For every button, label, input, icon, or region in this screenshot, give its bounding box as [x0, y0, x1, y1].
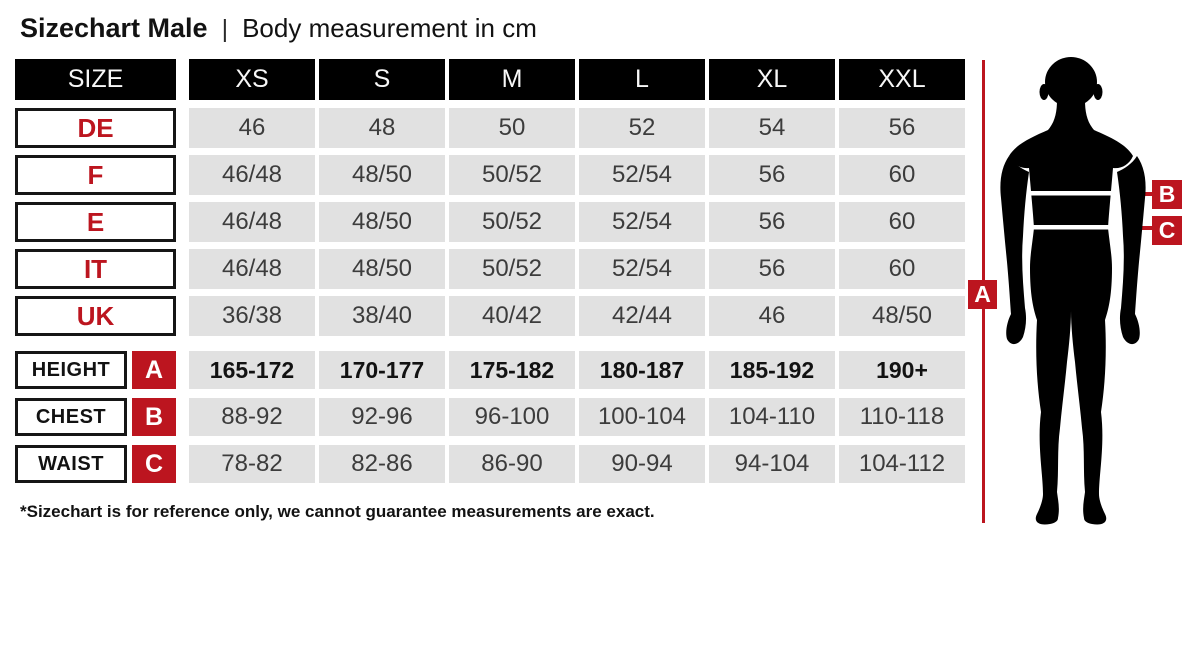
- size-value-cell: 46: [189, 108, 315, 148]
- size-table: SIZE XS S M L XL XXL DE 46 48 50 52 54 56 F 46/48 48/50 5…: [15, 59, 965, 492]
- column-header-xxl: XXL: [839, 59, 965, 100]
- size-value-cell: 50: [449, 108, 575, 148]
- row-label-chest: CHEST: [15, 398, 127, 436]
- measurement-value-cell: 104-110: [709, 398, 835, 436]
- table-row-height: HEIGHT A 165-172 170-177 175-182 180-187 185-1…: [15, 351, 965, 389]
- column-header-l: L: [579, 59, 705, 100]
- figure-marker-b: B: [1152, 180, 1182, 209]
- size-value-cell: 56: [839, 108, 965, 148]
- chest-line: [1029, 191, 1113, 196]
- page-title: Sizechart Male | Body measurement in cm: [20, 13, 537, 44]
- figure-marker-c: C: [1152, 216, 1182, 245]
- male-figure-silhouette-icon: [1000, 57, 1146, 525]
- row-label-e: E: [15, 202, 176, 242]
- size-value-cell: 52/54: [579, 249, 705, 289]
- measure-label-group: WAIST C: [15, 445, 176, 483]
- table-row-chest: CHEST B 88-92 92-96 96-100 100-104 104-110 110-…: [15, 398, 965, 436]
- size-value-cell: 50/52: [449, 249, 575, 289]
- marker-a-badge: A: [132, 351, 176, 389]
- marker-b-badge: B: [132, 398, 176, 436]
- size-value-cell: 42/44: [579, 296, 705, 336]
- row-label-f: F: [15, 155, 176, 195]
- size-value-cell: 38/40: [319, 296, 445, 336]
- measurement-value-cell: 175-182: [449, 351, 575, 389]
- size-value-cell: 56: [709, 202, 835, 242]
- measurement-value-cell: 78-82: [189, 445, 315, 483]
- figure-left-arm: [1000, 156, 1029, 345]
- waist-line: [1032, 225, 1110, 230]
- column-header-xl: XL: [709, 59, 835, 100]
- size-value-cell: 60: [839, 202, 965, 242]
- size-value-cell: 50/52: [449, 155, 575, 195]
- column-header-s: S: [319, 59, 445, 100]
- size-value-cell: 56: [709, 155, 835, 195]
- column-header-m: M: [449, 59, 575, 100]
- row-label-de: DE: [15, 108, 176, 148]
- size-value-cell: 40/42: [449, 296, 575, 336]
- measurement-value-cell: 86-90: [449, 445, 575, 483]
- table-row-f: F 46/48 48/50 50/52 52/54 56 60: [15, 155, 965, 195]
- table-row-e: E 46/48 48/50 50/52 52/54 56 60: [15, 202, 965, 242]
- measurement-value-cell: 88-92: [189, 398, 315, 436]
- row-label-height: HEIGHT: [15, 351, 127, 389]
- title-main: Sizechart Male: [20, 13, 208, 43]
- row-label-it: IT: [15, 249, 176, 289]
- measurement-value-cell: 190+: [839, 351, 965, 389]
- marker-c-badge: C: [132, 445, 176, 483]
- measurement-value-cell: 104-112: [839, 445, 965, 483]
- size-value-cell: 52: [579, 108, 705, 148]
- figure-head: [1045, 57, 1097, 107]
- figure-torso-legs: [1009, 100, 1133, 525]
- size-value-cell: 54: [709, 108, 835, 148]
- table-row-it: IT 46/48 48/50 50/52 52/54 56 60: [15, 249, 965, 289]
- measurement-value-cell: 170-177: [319, 351, 445, 389]
- size-value-cell: 60: [839, 155, 965, 195]
- size-value-cell: 48/50: [839, 296, 965, 336]
- row-label-waist: WAIST: [15, 445, 127, 483]
- measurement-value-cell: 96-100: [449, 398, 575, 436]
- table-row-uk: UK 36/38 38/40 40/42 42/44 46 48/50: [15, 296, 965, 336]
- size-value-cell: 50/52: [449, 202, 575, 242]
- size-value-cell: 48: [319, 108, 445, 148]
- measurement-value-cell: 100-104: [579, 398, 705, 436]
- measurement-value-cell: 110-118: [839, 398, 965, 436]
- measurement-value-cell: 180-187: [579, 351, 705, 389]
- row-label-uk: UK: [15, 296, 176, 336]
- size-value-cell: 36/38: [189, 296, 315, 336]
- size-value-cell: 46/48: [189, 202, 315, 242]
- column-header-xs: XS: [189, 59, 315, 100]
- table-row-waist: WAIST C 78-82 82-86 86-90 90-94 94-104 104-112: [15, 445, 965, 483]
- size-value-cell: 46: [709, 296, 835, 336]
- measurement-value-cell: 165-172: [189, 351, 315, 389]
- size-value-cell: 60: [839, 249, 965, 289]
- measurement-value-cell: 94-104: [709, 445, 835, 483]
- size-header-cell: SIZE: [15, 59, 176, 100]
- measurement-value-cell: 185-192: [709, 351, 835, 389]
- size-value-cell: 46/48: [189, 155, 315, 195]
- size-value-cell: 52/54: [579, 202, 705, 242]
- figure-right-ear: [1093, 84, 1103, 100]
- size-value-cell: 56: [709, 249, 835, 289]
- figure-marker-a: A: [968, 280, 997, 309]
- measure-label-group: CHEST B: [15, 398, 176, 436]
- size-value-cell: 48/50: [319, 202, 445, 242]
- measure-label-group: HEIGHT A: [15, 351, 176, 389]
- size-value-cell: 46/48: [189, 249, 315, 289]
- figure-right-arm: [1117, 156, 1146, 345]
- footnote: *Sizechart is for reference only, we can…: [20, 502, 655, 521]
- figure-left-ear: [1039, 84, 1049, 100]
- size-value-cell: 52/54: [579, 155, 705, 195]
- measurement-value-cell: 90-94: [579, 445, 705, 483]
- size-value-cell: 48/50: [319, 155, 445, 195]
- size-value-cell: 48/50: [319, 249, 445, 289]
- table-row-de: DE 46 48 50 52 54 56: [15, 108, 965, 148]
- title-subtitle: Body measurement in cm: [242, 13, 537, 43]
- title-separator: |: [221, 15, 229, 43]
- measurement-value-cell: 92-96: [319, 398, 445, 436]
- measurement-value-cell: 82-86: [319, 445, 445, 483]
- table-header-row: SIZE XS S M L XL XXL: [15, 59, 965, 100]
